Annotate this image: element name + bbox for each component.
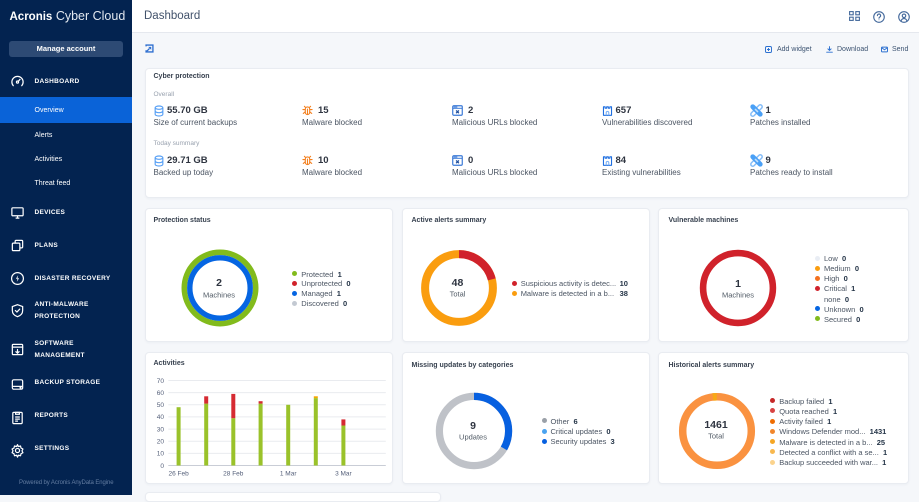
svg-text:28 Feb: 28 Feb bbox=[223, 471, 244, 478]
svg-text:30: 30 bbox=[157, 426, 165, 433]
svg-text:70: 70 bbox=[157, 378, 165, 385]
svg-text:0: 0 bbox=[160, 463, 164, 470]
svg-text:50: 50 bbox=[157, 402, 165, 409]
svg-text:60: 60 bbox=[157, 390, 165, 397]
svg-text:3 Mar: 3 Mar bbox=[335, 471, 352, 478]
svg-text:26 Feb: 26 Feb bbox=[168, 471, 189, 478]
svg-text:10: 10 bbox=[157, 451, 165, 458]
svg-text:40: 40 bbox=[157, 414, 165, 421]
svg-text:20: 20 bbox=[157, 439, 165, 446]
svg-text:1 Mar: 1 Mar bbox=[280, 471, 297, 478]
